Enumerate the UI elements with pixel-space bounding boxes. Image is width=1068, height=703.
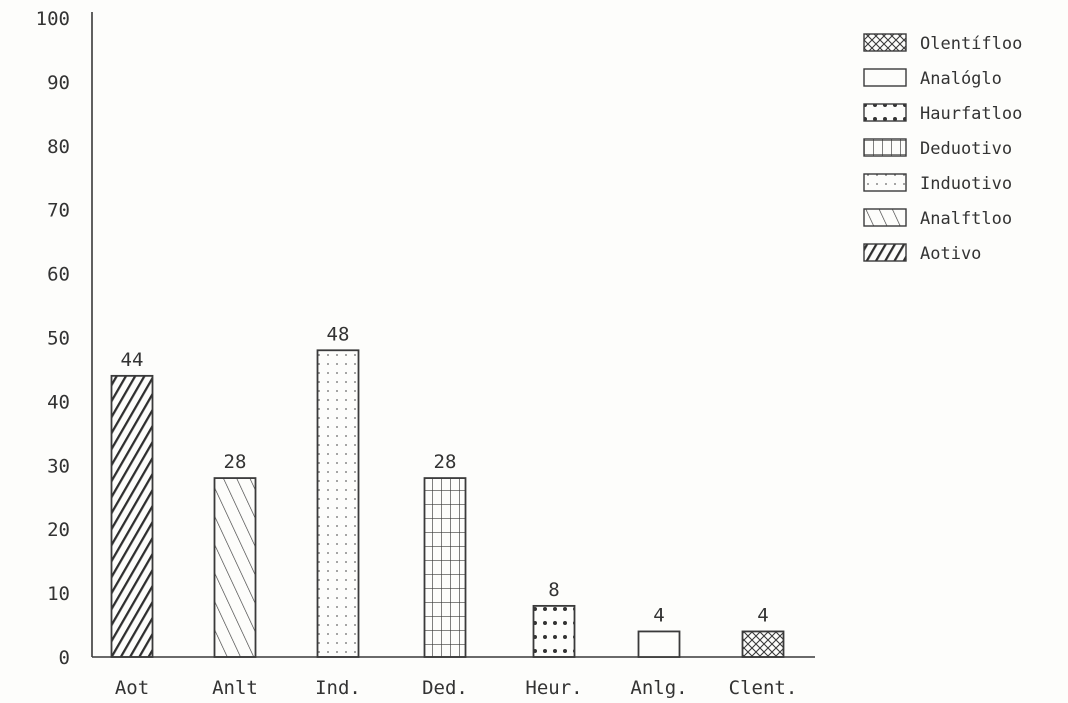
data-label: 28 [434, 451, 457, 473]
legend-swatch [863, 68, 907, 87]
y-tick-label: 10 [47, 583, 70, 605]
data-label: 8 [548, 579, 559, 601]
legend: Olentífloo Analóglo Haurfatloo Deduotivo Ind… [863, 33, 1022, 264]
legend-label: Deduotivo [920, 139, 1012, 159]
category-label: Anlg. [630, 677, 687, 699]
axes: 0 10 20 30 40 50 60 70 80 90 100 [36, 8, 815, 669]
data-label: 4 [757, 604, 768, 626]
bar [110, 374, 154, 658]
legend-label: Aotivo [920, 244, 981, 264]
bars: 44 Aot 28 Anlt 48 Ind. 28 Ded. 8 Heur. 4 Anlg. 4 Clen… [110, 323, 798, 699]
legend-swatch [863, 103, 907, 122]
y-tick-label: 20 [47, 519, 70, 541]
category-label: Anlt [212, 677, 258, 699]
y-tick-label: 90 [47, 72, 70, 94]
legend-swatch [863, 33, 907, 52]
y-tick-label: 30 [47, 455, 70, 477]
data-label: 28 [224, 451, 247, 473]
y-tick-label: 80 [47, 136, 70, 158]
legend-label: Analftloo [920, 209, 1012, 229]
category-label: Ded. [422, 677, 468, 699]
category-label: Heur. [525, 677, 582, 699]
legend-swatch [863, 173, 907, 192]
category-label: Aot [115, 677, 149, 699]
bar [637, 630, 681, 658]
legend-label: Olentífloo [920, 34, 1022, 54]
y-tick-label: 70 [47, 200, 70, 222]
y-tick-label: 100 [36, 8, 70, 30]
category-label: Clent. [729, 677, 798, 699]
bar [741, 630, 785, 658]
bar [316, 349, 360, 658]
bar [423, 477, 467, 658]
legend-swatch [863, 208, 907, 227]
legend-swatch [863, 243, 907, 262]
y-tick-label: 60 [47, 264, 70, 286]
legend-label: Haurfatloo [920, 104, 1022, 124]
legend-swatch [863, 138, 907, 157]
data-label: 4 [653, 604, 664, 626]
category-label: Ind. [315, 677, 361, 699]
bar [213, 477, 257, 658]
y-tick-label: 0 [59, 647, 70, 669]
bar [532, 604, 576, 658]
legend-label: Analóglo [920, 69, 1002, 89]
data-label: 48 [327, 323, 350, 345]
y-tick-label: 50 [47, 328, 70, 350]
legend-label: Induotivo [920, 174, 1012, 194]
data-label: 44 [121, 349, 144, 371]
y-tick-label: 40 [47, 391, 70, 413]
